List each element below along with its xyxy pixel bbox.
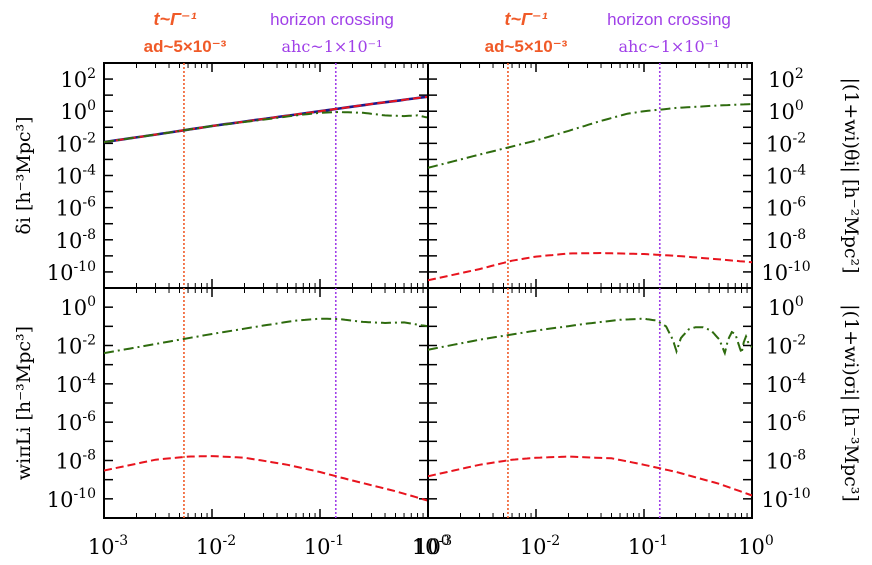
panel-bottom-right: 100 10-2 10-4 10-6 10-8 10-10 10-3 10-2 10-1 100 |… [412,287,862,559]
y-tick-label: 10-6 [766,195,806,221]
series-dashed [104,455,428,502]
x-tick-label: 10-3 [412,533,452,559]
horizon-subtitle: ahc~1×10⁻¹ [618,37,719,56]
horizon-annotation-left: horizon crossing ahc~1×10⁻¹ [270,10,394,56]
panel-frame [427,62,753,289]
series-dash-dot [428,317,752,357]
decay-title: t~Γ⁻¹ [154,9,197,29]
y-tick-label: 10-2 [56,130,96,156]
horizon-title: horizon crossing [607,10,731,29]
y-tick-label: 10-8 [766,227,806,253]
x-tick-label: 10-2 [196,533,236,559]
decay-subtitle: ad~5×10⁻³ [485,37,568,56]
x-tick-label: 100 [738,533,774,559]
series-dash-dot [104,317,428,355]
panel-bottom-left: 100 10-2 10-4 10-6 10-8 10-10 10-3 10-2 10-1 100 w… [13,287,450,559]
series-dashed [428,455,752,497]
decay-annotation-left: t~Γ⁻¹ ad~5×10⁻³ [144,9,227,56]
decay-annotation-right: t~Γ⁻¹ ad~5×10⁻³ [485,9,568,56]
y-axis-label: δi [h⁻³Mpc³] [13,116,35,234]
y-tick-label: 102 [768,66,804,92]
x-tick-label: 10-3 [88,533,128,559]
y-axis-label: wiπLi [h⁻³Mpc³] [13,326,35,480]
y-tick-label: 10-4 [56,371,96,397]
series-dash-dot [428,103,752,169]
y-tick-label: 10-4 [766,371,806,397]
x-tick-label: 10-2 [520,533,560,559]
decay-title: t~Γ⁻¹ [505,9,548,29]
y-tick-label: 10-10 [761,259,810,285]
y-tick-label: 10-10 [47,259,96,285]
y-tick-label: 10-8 [56,448,96,474]
y-tick-label: 100 [768,98,804,124]
x-tick-label: 10-1 [304,533,344,559]
y-axis-label: |(1+wi)θi| [h⁻²Mpc²] [840,77,862,273]
y-tick-label: 102 [60,66,96,92]
y-tick-label: 100 [60,98,96,124]
y-tick-label: 10-6 [56,195,96,221]
y-tick-label: 10-2 [56,333,96,359]
y-tick-label: 10-8 [766,448,806,474]
x-tick-label: 100 [414,533,450,559]
y-tick-label: 10-4 [766,163,806,189]
series-dashed [428,251,752,282]
y-tick-label: 10-2 [766,333,806,359]
y-tick-label: 10-6 [56,409,96,435]
y-tick-label: 10-10 [47,486,96,512]
horizon-title: horizon crossing [270,10,394,29]
panel-frame [103,62,429,289]
panel-frame [103,287,429,519]
decay-subtitle: ad~5×10⁻³ [144,37,227,56]
y-tick-label: 100 [768,294,804,320]
y-tick-label: 10-8 [56,227,96,253]
panel-top-left: 102 100 10-2 10-4 10-6 10-8 10-10 δi [h⁻³Mpc³] [13,62,429,289]
y-tick-label: 10-6 [766,409,806,435]
y-tick-label: 10-4 [56,163,96,189]
y-tick-label: 10-2 [766,130,806,156]
y-tick-label: 100 [60,294,96,320]
horizon-subtitle: ahc~1×10⁻¹ [281,37,382,56]
x-tick-label: 10-1 [628,533,668,559]
panel-top-right: 102 100 10-2 10-4 10-6 10-8 10-10 |(1+wi)θi| [h… [427,62,862,289]
horizon-annotation-right: horizon crossing ahc~1×10⁻¹ [607,10,731,56]
series-dash-dot [104,110,428,144]
y-tick-label: 10-10 [761,486,810,512]
y-axis-label: |(1+wi)σi| [h⁻³Mpc³] [840,304,862,502]
